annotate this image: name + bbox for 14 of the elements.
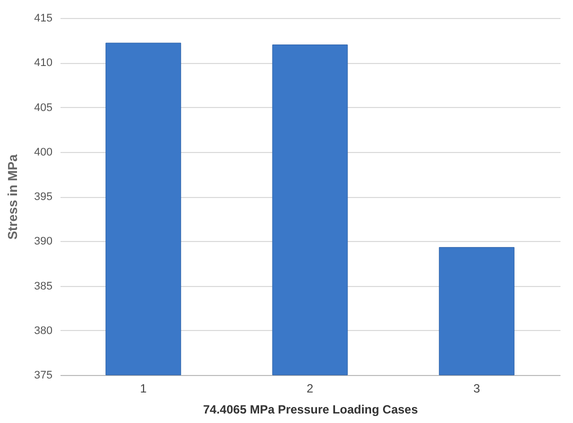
y-tick-label: 395 — [34, 191, 52, 203]
y-tick-label: 380 — [34, 324, 52, 337]
x-tick-label: 2 — [306, 382, 314, 396]
x-tick-label: 3 — [473, 382, 480, 396]
y-tick-label: 390 — [34, 236, 52, 248]
y-tick-label: 405 — [34, 102, 52, 114]
x-axis-title: 74.4065 MPa Pressure Loading Cases — [203, 402, 418, 416]
x-tick-label: 1 — [140, 382, 147, 396]
y-axis-title: Stress in MPa — [5, 154, 20, 240]
y-tick-label: 385 — [34, 280, 52, 292]
y-tick-label: 400 — [34, 146, 52, 158]
y-tick-label: 410 — [34, 57, 52, 70]
y-tick-label: 415 — [34, 12, 52, 24]
y-tick-label: 375 — [34, 370, 52, 382]
